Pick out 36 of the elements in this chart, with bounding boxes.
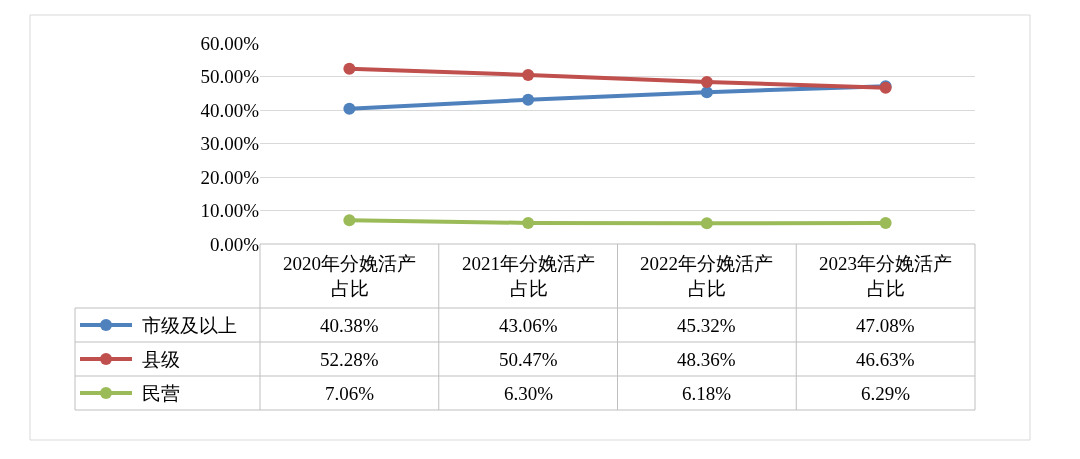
point xyxy=(700,217,713,230)
x-tick-label: 2023年分娩活产占比 xyxy=(819,253,952,299)
data-label: 47.08% xyxy=(856,315,915,336)
y-tick-label: 0.00% xyxy=(209,233,260,255)
point xyxy=(343,102,356,115)
y-tick-label: 30.00% xyxy=(200,133,260,155)
data-label: 6.30% xyxy=(504,383,554,404)
point xyxy=(700,75,713,88)
point xyxy=(522,93,535,106)
legend-label: 市级及以上 xyxy=(142,314,237,336)
point xyxy=(343,214,356,227)
data-label: 6.18% xyxy=(682,383,732,404)
legend-label: 民营 xyxy=(142,382,180,404)
legend-label: 县级 xyxy=(142,348,180,370)
x-tick-label: 2021年分娩活产占比 xyxy=(462,253,595,299)
data-label: 52.28% xyxy=(320,349,379,370)
data-label: 50.47% xyxy=(499,349,558,370)
data-label: 48.36% xyxy=(677,349,736,370)
data-label: 6.29% xyxy=(861,383,911,404)
point xyxy=(879,216,892,229)
x-tick-label: 2020年分娩活产占比 xyxy=(283,253,416,299)
x-tick-label: 2022年分娩活产占比 xyxy=(640,253,773,299)
y-tick-label: 10.00% xyxy=(200,200,260,222)
data-label: 46.63% xyxy=(856,349,915,370)
y-tick-label: 40.00% xyxy=(200,99,260,121)
point xyxy=(700,86,713,99)
data-label: 45.32% xyxy=(677,315,736,336)
point xyxy=(522,68,535,81)
y-tick-label: 50.00% xyxy=(200,66,260,88)
data-label: 7.06% xyxy=(325,383,375,404)
y-tick-label: 20.00% xyxy=(200,166,260,188)
point xyxy=(343,62,356,75)
data-label: 40.38% xyxy=(320,315,379,336)
point xyxy=(522,216,535,229)
data-label: 43.06% xyxy=(499,315,558,336)
y-tick-label: 60.00% xyxy=(200,32,260,54)
